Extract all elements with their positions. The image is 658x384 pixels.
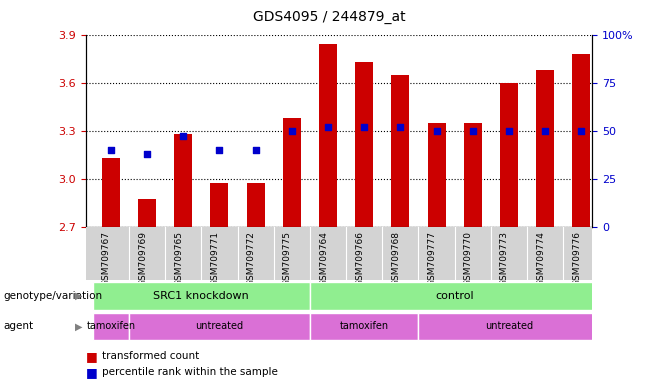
- Text: ■: ■: [86, 366, 97, 379]
- Point: [322, 124, 333, 130]
- Bar: [138, 199, 156, 227]
- Point: [576, 127, 587, 134]
- Point: [178, 133, 188, 139]
- Text: GSM709769: GSM709769: [138, 231, 147, 286]
- Point: [467, 127, 478, 134]
- Text: ▶: ▶: [75, 321, 83, 331]
- Bar: [247, 184, 265, 227]
- Text: transformed count: transformed count: [102, 351, 199, 361]
- Bar: [93, 282, 310, 310]
- Text: GSM709766: GSM709766: [355, 231, 365, 286]
- Bar: [536, 70, 554, 227]
- Bar: [283, 118, 301, 227]
- Text: ▶: ▶: [75, 291, 83, 301]
- Point: [105, 147, 116, 153]
- Point: [504, 127, 515, 134]
- Bar: [355, 62, 373, 227]
- Text: GSM709772: GSM709772: [247, 231, 255, 286]
- Bar: [310, 313, 418, 340]
- Text: GSM709771: GSM709771: [211, 231, 219, 286]
- Bar: [310, 282, 599, 310]
- Text: GSM709777: GSM709777: [428, 231, 437, 286]
- Bar: [572, 54, 590, 227]
- Text: GDS4095 / 244879_at: GDS4095 / 244879_at: [253, 10, 405, 23]
- Point: [395, 124, 405, 130]
- Text: GSM709764: GSM709764: [319, 231, 328, 286]
- Text: genotype/variation: genotype/variation: [3, 291, 103, 301]
- Text: GSM709768: GSM709768: [392, 231, 400, 286]
- Text: ■: ■: [86, 350, 97, 363]
- Text: GSM709773: GSM709773: [500, 231, 509, 286]
- Bar: [418, 313, 599, 340]
- Bar: [428, 122, 445, 227]
- Bar: [129, 313, 310, 340]
- Text: GSM709767: GSM709767: [102, 231, 111, 286]
- Text: control: control: [436, 291, 474, 301]
- Text: SRC1 knockdown: SRC1 knockdown: [153, 291, 249, 301]
- Bar: [392, 74, 409, 227]
- Bar: [102, 158, 120, 227]
- Point: [141, 151, 152, 157]
- Text: tamoxifen: tamoxifen: [86, 321, 136, 331]
- Point: [214, 147, 224, 153]
- Text: GSM709765: GSM709765: [174, 231, 183, 286]
- Bar: [319, 44, 337, 227]
- Text: GSM709775: GSM709775: [283, 231, 291, 286]
- Point: [286, 127, 297, 134]
- Bar: [93, 313, 129, 340]
- Point: [359, 124, 370, 130]
- Text: GSM709770: GSM709770: [464, 231, 472, 286]
- Bar: [464, 122, 482, 227]
- Bar: [211, 184, 228, 227]
- Text: untreated: untreated: [195, 321, 243, 331]
- Bar: [174, 134, 192, 227]
- Text: agent: agent: [3, 321, 34, 331]
- Text: untreated: untreated: [485, 321, 533, 331]
- Text: percentile rank within the sample: percentile rank within the sample: [102, 367, 278, 377]
- Bar: [500, 83, 518, 227]
- Text: GSM709774: GSM709774: [536, 231, 545, 286]
- Point: [432, 127, 442, 134]
- Point: [250, 147, 261, 153]
- Text: tamoxifen: tamoxifen: [340, 321, 389, 331]
- Text: GSM709776: GSM709776: [572, 231, 582, 286]
- Point: [540, 127, 550, 134]
